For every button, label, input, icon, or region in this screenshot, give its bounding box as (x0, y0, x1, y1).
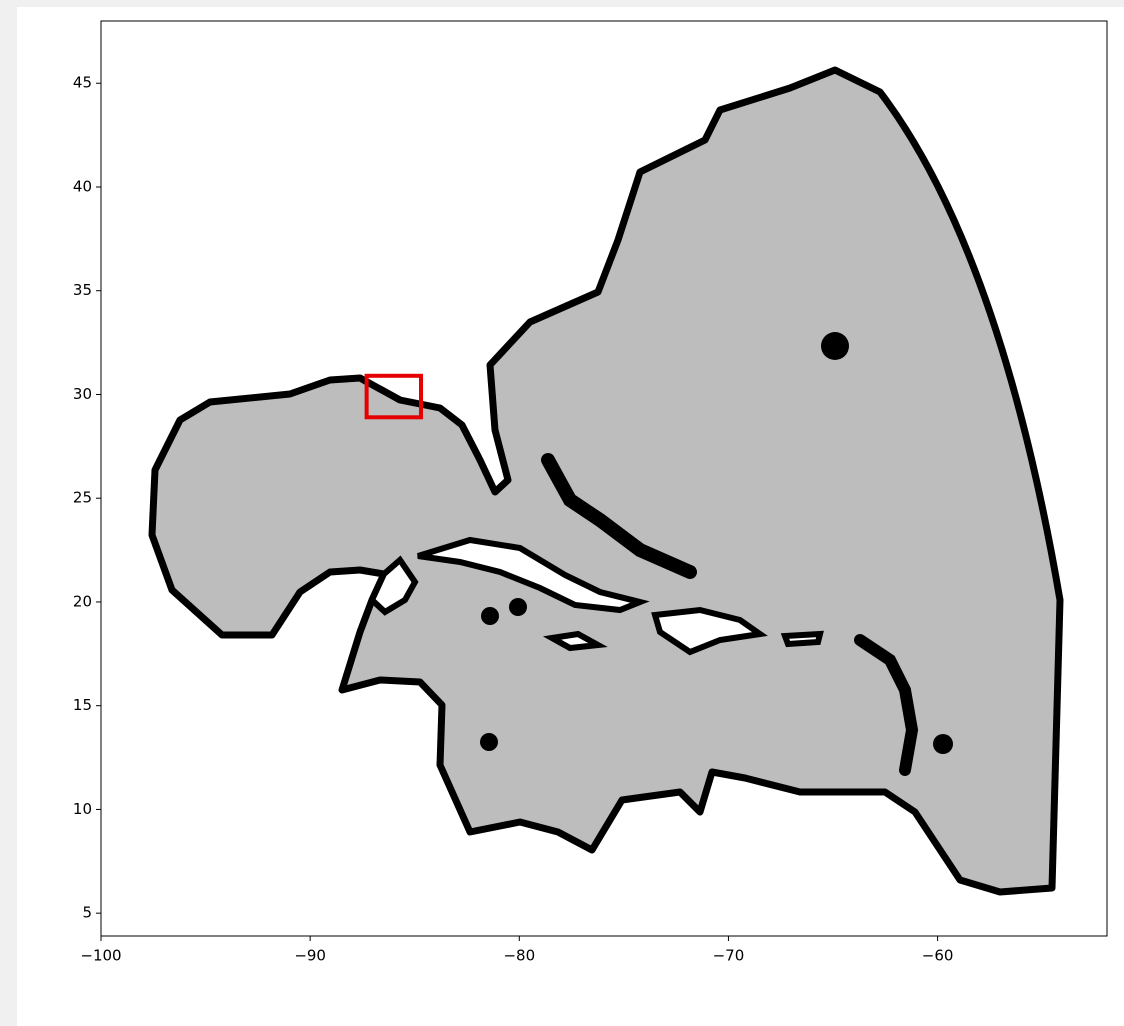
y-tick-label: 40 (73, 177, 92, 195)
x-tick-label: −90 (294, 947, 326, 965)
islet (480, 733, 498, 751)
islet (509, 598, 527, 616)
bermuda (821, 332, 849, 360)
x-tick-label: −60 (922, 947, 954, 965)
y-tick-label: 10 (73, 800, 92, 818)
chart: −100 −90 −80 −70 −60 5 10 15 20 25 30 35 40 45 (0, 0, 1124, 1026)
islet (933, 734, 953, 754)
y-tick-label: 25 (73, 489, 92, 507)
y-tick-label: 15 (73, 696, 92, 714)
islet (481, 607, 499, 625)
puerto-rico (785, 634, 820, 644)
y-tick-label: 20 (73, 592, 92, 610)
page: {"chart_data": {"type": "mesh", "xlim": … (0, 0, 1124, 1026)
y-tick-label: 35 (73, 281, 92, 299)
y-tick-label: 45 (73, 74, 92, 92)
x-tick-label: −80 (503, 947, 535, 965)
y-tick-label: 5 (82, 904, 92, 922)
y-tick-label: 30 (73, 385, 92, 403)
x-tick-label: −70 (713, 947, 745, 965)
x-tick-label: −100 (80, 947, 121, 965)
